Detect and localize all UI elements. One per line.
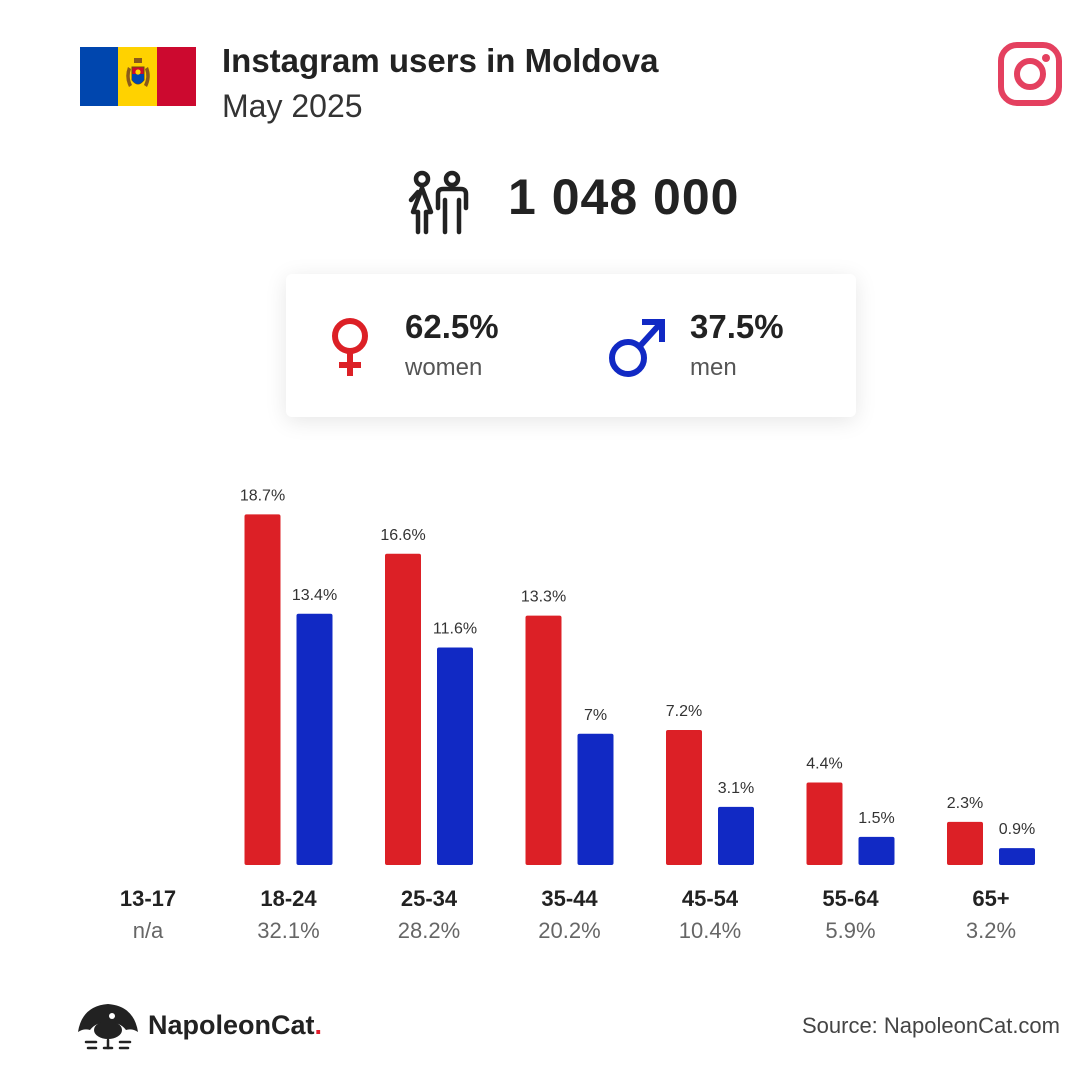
- category-label-55-64: 55-64: [822, 886, 879, 911]
- men-bar-35-44: [577, 733, 614, 865]
- category-total-55-64: 5.9%: [825, 918, 875, 943]
- men-bar-55-64: [858, 836, 895, 865]
- category-total-65+: 3.2%: [966, 918, 1016, 943]
- category-label-65+: 65+: [972, 886, 1009, 911]
- category-label-45-54: 45-54: [682, 886, 739, 911]
- category-label-13-17: 13-17: [120, 886, 176, 911]
- people-icon: [408, 170, 469, 235]
- men-value-label-45-54: 3.1%: [718, 780, 754, 797]
- women-value-label-55-64: 4.4%: [806, 756, 842, 773]
- category-total-35-44: 20.2%: [538, 918, 600, 943]
- men-percent: 37.5%: [690, 308, 784, 345]
- men-value-label-55-64: 1.5%: [858, 810, 894, 827]
- women-bar-65+: [947, 821, 983, 865]
- men-value-label-35-44: 7%: [584, 707, 607, 724]
- women-bar-25-34: [385, 553, 421, 865]
- women-value-label-35-44: 13.3%: [521, 589, 566, 606]
- women-value-label-18-24: 18.7%: [240, 487, 285, 504]
- men-value-label-25-34: 11.6%: [433, 621, 477, 638]
- category-total-18-24: 32.1%: [257, 918, 319, 943]
- men-bar-18-24: [296, 613, 333, 865]
- women-percent: 62.5%: [405, 308, 499, 345]
- women-bar-45-54: [666, 730, 702, 865]
- category-label-25-34: 25-34: [401, 886, 458, 911]
- brand-name: NapoleonCat.: [148, 1010, 322, 1041]
- category-label-18-24: 18-24: [260, 886, 317, 911]
- moldova-flag-icon: [80, 47, 196, 106]
- women-value-label-65+: 2.3%: [947, 795, 983, 812]
- category-total-13-17: n/a: [133, 918, 164, 943]
- women-bar-18-24: [244, 514, 281, 865]
- brand-dot: .: [314, 1010, 323, 1040]
- women-value-label-45-54: 7.2%: [666, 703, 702, 720]
- male-symbol-icon: [609, 319, 665, 377]
- source-note: Source: NapoleonCat.com: [801, 1013, 1060, 1038]
- men-value-label-65+: 0.9%: [999, 821, 1035, 838]
- men-value-label-18-24: 13.4%: [292, 587, 337, 604]
- gender-split-card: 62.5% women 37.5% men: [286, 274, 856, 417]
- napoleoncat-logo-icon: [78, 1004, 138, 1050]
- chart-subtitle: May 2025: [222, 88, 363, 124]
- men-bar-45-54: [718, 806, 754, 865]
- women-bar-55-64: [806, 782, 843, 865]
- women-label: women: [405, 354, 483, 381]
- men-bar-25-34: [437, 647, 473, 865]
- women-bar-35-44: [525, 615, 562, 865]
- total-users-value: 1 048 000: [508, 169, 740, 225]
- brand-text: NapoleonCat: [148, 1010, 315, 1040]
- instagram-icon: [998, 42, 1062, 106]
- men-label: men: [690, 354, 737, 381]
- category-total-25-34: 28.2%: [398, 918, 460, 943]
- women-value-label-25-34: 16.6%: [380, 527, 425, 544]
- men-bar-65+: [999, 848, 1035, 865]
- female-symbol-icon: [332, 318, 368, 376]
- category-label-35-44: 35-44: [541, 886, 598, 911]
- category-total-45-54: 10.4%: [679, 918, 741, 943]
- age-gender-bar-chart: 13-17 n/a 18.7% 13.4% 18-24 32.1% 16.6% 11.6% 25…: [120, 487, 1035, 943]
- chart-title: Instagram users in Moldova: [222, 42, 659, 79]
